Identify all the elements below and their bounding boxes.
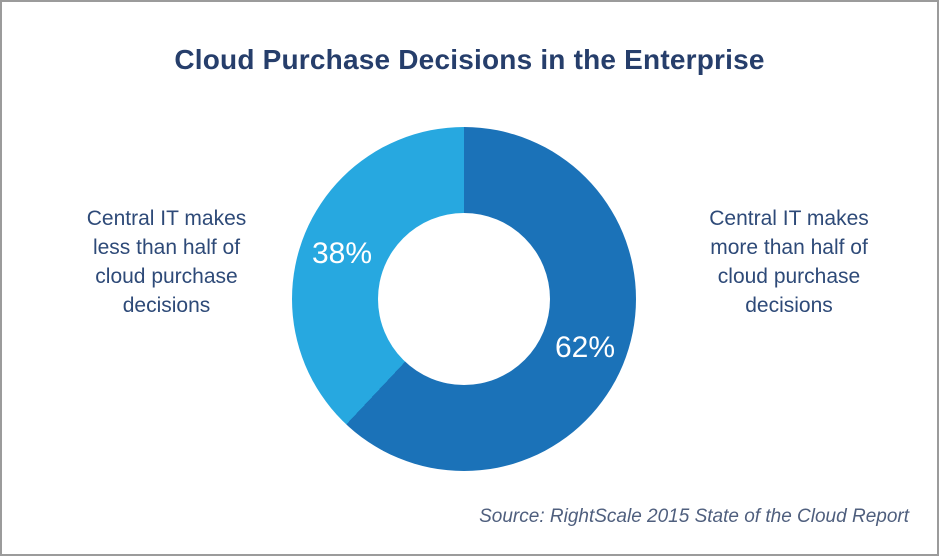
annotation-line: cloud purchase (717, 265, 861, 288)
annotation-major-segment: Central IT makes more than half of cloud… (674, 204, 904, 320)
annotation-line: cloud purchase (95, 265, 238, 288)
source-attribution: Source: RightScale 2015 State of the Clo… (479, 506, 909, 527)
data-label-minor-segment: 38% (311, 237, 373, 270)
annotation-line: decisions (122, 294, 211, 317)
annotation-line: Central IT makes (86, 207, 247, 230)
annotation-line: Central IT makes (709, 207, 869, 230)
annotation-line: decisions (745, 294, 833, 317)
data-label-major-segment: 62% (554, 331, 616, 364)
donut-hole (378, 213, 550, 385)
donut-chart: 38% 62% (292, 127, 636, 471)
annotation-line: less than half of (92, 236, 241, 259)
annotation-line: more than half of (710, 236, 868, 259)
annotation-minor-segment: Central IT makes less than half of cloud… (54, 204, 279, 320)
chart-title: Cloud Purchase Decisions in the Enterpri… (174, 44, 765, 75)
